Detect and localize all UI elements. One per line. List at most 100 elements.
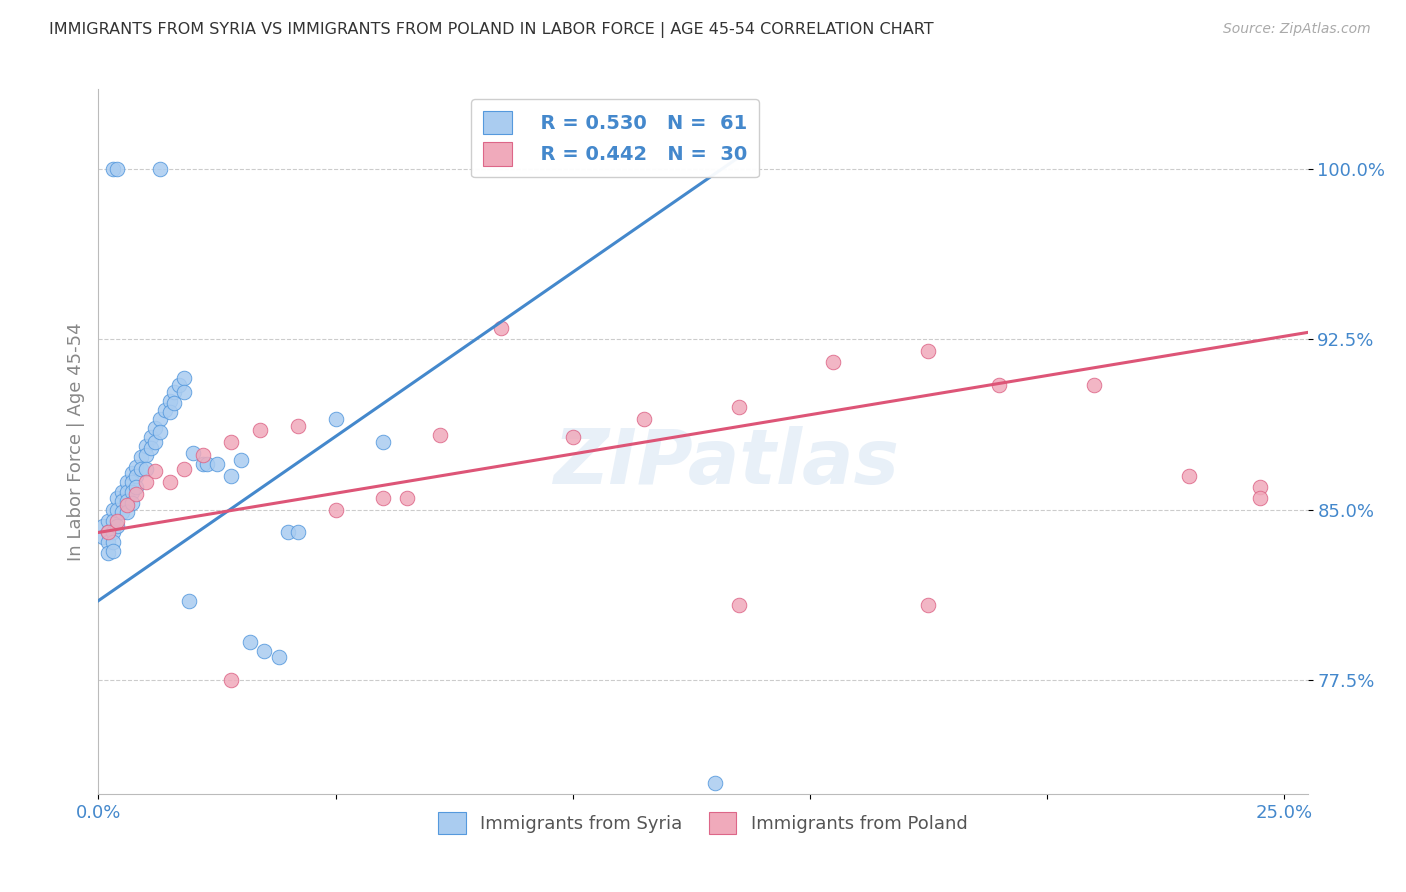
Point (561, 430, 583, 444)
Point (727, 598, 749, 612)
Point (917, 598, 939, 612)
Point (917, 343, 939, 358)
Point (191, 457, 214, 471)
Point (91, 518, 114, 533)
Point (159, 475, 181, 490)
Point (101, 543, 124, 558)
Point (1249, 491, 1271, 506)
Point (633, 412, 655, 426)
Point (105, 518, 128, 533)
Point (143, 421, 166, 435)
Point (125, 468, 148, 483)
Point (121, 475, 143, 490)
Point (91, 530, 114, 544)
Text: Source: ZipAtlas.com: Source: ZipAtlas.com (1223, 22, 1371, 37)
Point (135, 462, 157, 476)
Point (325, 502, 347, 516)
Point (395, 491, 418, 506)
Point (149, 425, 172, 440)
Point (101, 534, 124, 549)
Point (153, 402, 176, 417)
Point (111, 484, 134, 499)
Point (115, 505, 138, 519)
Point (181, 446, 204, 460)
Point (159, 393, 181, 408)
Point (97, 546, 120, 560)
Point (97, 534, 120, 549)
Point (121, 467, 143, 481)
Point (239, 634, 262, 648)
Y-axis label: In Labor Force | Age 45-54: In Labor Force | Age 45-54 (66, 322, 84, 561)
Point (173, 462, 195, 476)
Point (149, 161, 172, 176)
Point (287, 418, 309, 433)
Point (121, 496, 143, 510)
Point (163, 396, 186, 410)
Point (101, 161, 124, 176)
Point (115, 475, 138, 490)
Point (177, 593, 200, 607)
Point (115, 498, 138, 512)
Point (115, 493, 138, 508)
Text: ZIPatlas: ZIPatlas (554, 425, 900, 500)
Point (97, 514, 120, 528)
Point (143, 434, 166, 449)
Point (1249, 480, 1271, 494)
Point (371, 491, 394, 506)
Point (219, 468, 242, 483)
Point (135, 448, 157, 462)
Point (105, 161, 128, 176)
Point (129, 462, 152, 476)
Point (287, 525, 309, 540)
Point (727, 401, 749, 415)
Point (105, 514, 128, 528)
Point (191, 448, 214, 462)
Point (491, 321, 513, 335)
Point (97, 525, 120, 540)
Point (219, 434, 242, 449)
Point (219, 673, 242, 688)
Point (429, 427, 451, 442)
Point (1178, 468, 1201, 483)
Point (105, 502, 128, 516)
Point (167, 377, 190, 392)
Point (173, 384, 195, 399)
Point (277, 525, 299, 540)
Point (135, 475, 157, 490)
Point (115, 484, 138, 499)
Point (97, 525, 120, 540)
Point (139, 442, 162, 456)
Point (101, 514, 124, 528)
Point (325, 412, 347, 426)
Point (105, 491, 128, 506)
Point (101, 525, 124, 540)
Point (135, 439, 157, 453)
Point (173, 371, 195, 385)
Point (149, 412, 172, 426)
Point (159, 405, 181, 419)
Point (163, 384, 186, 399)
Point (125, 480, 148, 494)
Point (1083, 377, 1105, 392)
Point (249, 423, 271, 437)
Point (125, 487, 148, 501)
Point (197, 457, 219, 471)
Point (229, 452, 252, 467)
Point (111, 505, 134, 519)
Point (111, 493, 134, 508)
Point (823, 355, 845, 369)
Point (988, 377, 1011, 392)
Point (205, 457, 228, 471)
Point (139, 430, 162, 444)
Point (125, 459, 148, 474)
Legend: Immigrants from Syria, Immigrants from Poland: Immigrants from Syria, Immigrants from P… (432, 805, 974, 841)
Point (143, 464, 166, 478)
Point (703, 775, 725, 789)
Point (101, 502, 124, 516)
Point (371, 434, 394, 449)
Text: IMMIGRANTS FROM SYRIA VS IMMIGRANTS FROM POLAND IN LABOR FORCE | AGE 45-54 CORRE: IMMIGRANTS FROM SYRIA VS IMMIGRANTS FROM… (49, 22, 934, 38)
Point (121, 484, 143, 499)
Point (253, 643, 276, 657)
Point (267, 650, 290, 665)
Point (129, 450, 152, 465)
